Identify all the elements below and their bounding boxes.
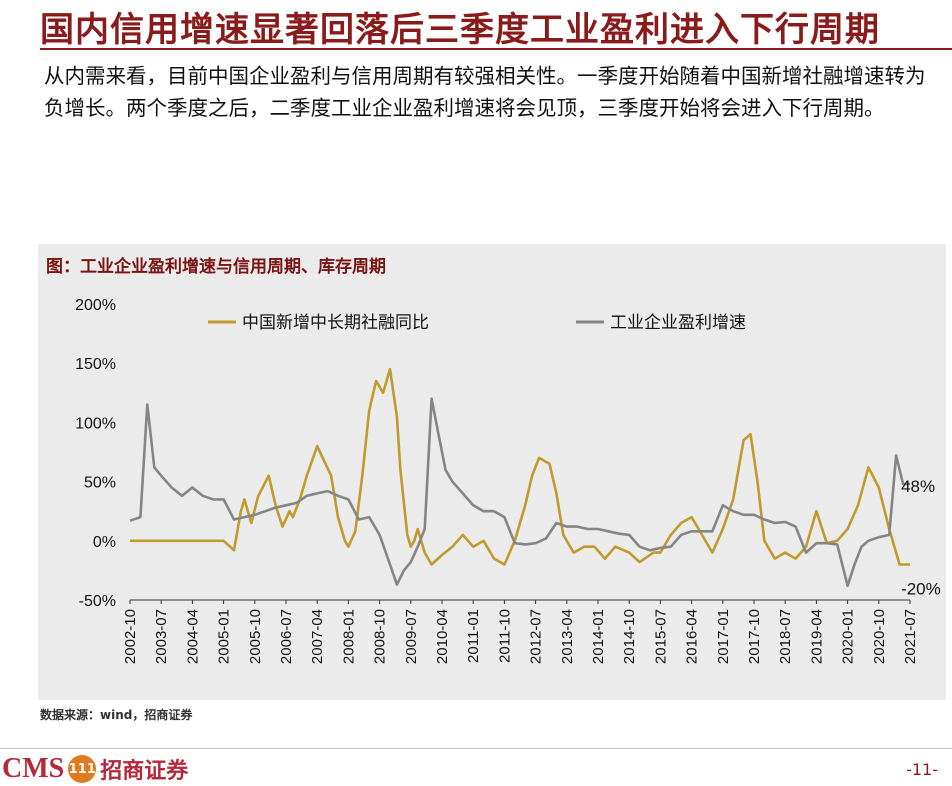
x-tick-label: 2021-07 bbox=[902, 609, 919, 664]
title-divider bbox=[40, 48, 952, 50]
x-tick-label: 2011-10 bbox=[496, 609, 513, 663]
x-axis: 2002-10 2003-07 2004-04 2005-01 2005-10 2006-… bbox=[122, 599, 919, 664]
x-tick-label: 2017-10 bbox=[746, 609, 763, 664]
x-tick-label: 2008-01 bbox=[340, 609, 357, 664]
x-tick-label: 2009-07 bbox=[403, 609, 420, 664]
body-paragraph: 从内需来看，目前中国企业盈利与信用周期有较强相关性。一季度开始随着中国新增社融增… bbox=[44, 64, 926, 120]
x-tick-label: 2007-04 bbox=[309, 609, 326, 664]
annotations: 48% -20% bbox=[901, 477, 941, 599]
x-tick-label: 2018-07 bbox=[777, 609, 794, 664]
y-axis: 200% 150% 100% 50% 0% -50% bbox=[75, 297, 116, 610]
y-tick-label: 150% bbox=[75, 356, 116, 373]
logo-chinese-text: 招商证券 bbox=[100, 759, 189, 784]
legend-label: 中国新增中长期社融同比 bbox=[242, 313, 429, 333]
y-tick-label: 0% bbox=[93, 534, 116, 551]
x-tick-label: 2014-01 bbox=[590, 609, 607, 664]
page-title: 国内信用增速显著回落后三季度工业盈利进入下行周期 bbox=[40, 10, 880, 50]
x-tick-label: 2014-10 bbox=[621, 609, 638, 664]
y-tick-label: 200% bbox=[75, 297, 116, 314]
annotation-label: 48% bbox=[901, 477, 935, 496]
company-logo: CMS 111 招商证券 bbox=[2, 752, 188, 786]
x-tick-label: 2020-01 bbox=[840, 609, 857, 664]
data-source: 数据来源：wind，招商证券 bbox=[40, 708, 193, 722]
x-tick-label: 2002-10 bbox=[122, 609, 139, 664]
figure-caption: 图：工业企业盈利增速与信用周期、库存周期 bbox=[46, 257, 386, 277]
x-tick-label: 2004-04 bbox=[184, 609, 201, 664]
logo-badge-icon: 111 bbox=[68, 755, 97, 783]
x-tick-label: 2008-10 bbox=[372, 609, 389, 664]
x-tick-label: 2013-04 bbox=[559, 609, 576, 664]
x-tick-label: 2015-07 bbox=[652, 609, 669, 664]
series-line-2 bbox=[129, 397, 910, 588]
x-tick-label: 2019-04 bbox=[808, 609, 825, 664]
x-tick-label: 2017-01 bbox=[715, 609, 732, 664]
x-tick-label: 2016-04 bbox=[684, 609, 701, 664]
footer-divider bbox=[0, 748, 952, 749]
x-tick-label: 2010-04 bbox=[434, 609, 451, 664]
legend-label: 工业企业盈利增速 bbox=[610, 313, 746, 333]
legend: 中国新增中长期社融同比 工业企业盈利增速 bbox=[208, 313, 746, 333]
profit-credit-chart: 200% 150% 100% 50% 0% -50% 2002-10 2003-07 2004… bbox=[75, 297, 941, 664]
x-tick-label: 2005-10 bbox=[247, 609, 264, 664]
y-tick-label: -50% bbox=[79, 593, 116, 610]
series-line-1 bbox=[130, 367, 910, 566]
x-tick-label: 2011-01 bbox=[465, 609, 482, 663]
x-tick-label: 2012-07 bbox=[528, 609, 545, 664]
x-tick-label: 2003-07 bbox=[153, 609, 170, 664]
series-layer bbox=[129, 367, 910, 588]
x-tick-label: 2020-10 bbox=[871, 609, 888, 664]
y-tick-label: 50% bbox=[84, 475, 116, 492]
page-number: -11- bbox=[906, 760, 938, 779]
x-tick-label: 2005-01 bbox=[216, 609, 233, 664]
y-tick-label: 100% bbox=[75, 415, 116, 432]
annotation-label: -20% bbox=[901, 579, 941, 598]
logo-cms-text: CMS bbox=[2, 753, 65, 784]
x-tick-label: 2006-07 bbox=[278, 609, 295, 664]
chart-panel bbox=[38, 244, 946, 700]
